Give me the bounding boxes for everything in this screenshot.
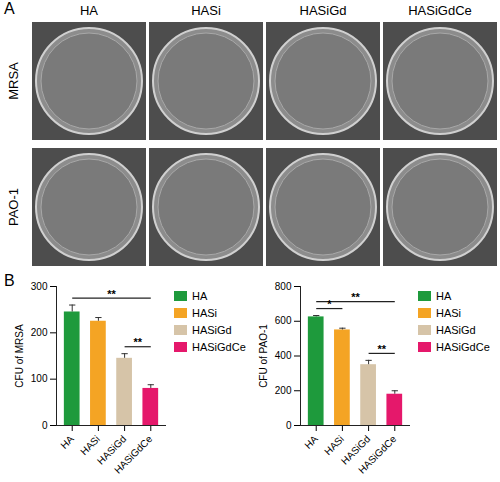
svg-text:800: 800 bbox=[275, 281, 292, 292]
svg-text:HASiGd: HASiGd bbox=[338, 433, 373, 467]
svg-text:**: ** bbox=[107, 288, 116, 300]
svg-text:**: ** bbox=[351, 291, 360, 303]
html-text:HA: HA bbox=[436, 290, 452, 302]
svg-text:**: ** bbox=[133, 336, 142, 348]
svg-text:400: 400 bbox=[275, 350, 292, 361]
svg-text:0: 0 bbox=[286, 420, 292, 431]
svg-text:HA: HA bbox=[80, 3, 98, 18]
svg-text:HASiGdCe: HASiGdCe bbox=[408, 3, 472, 18]
html-text:HASi: HASi bbox=[192, 307, 218, 319]
html-text:B: B bbox=[4, 272, 15, 289]
svg-text:200: 200 bbox=[31, 327, 48, 338]
svg-text:HASi: HASi bbox=[78, 433, 102, 457]
svg-text:HA: HA bbox=[302, 433, 320, 451]
svg-text:A: A bbox=[4, 0, 15, 17]
svg-text:0: 0 bbox=[42, 420, 48, 431]
html-text:HA: HA bbox=[192, 290, 208, 302]
svg-text:MRSA: MRSA bbox=[6, 62, 21, 100]
svg-text:HASiGdCe: HASiGdCe bbox=[356, 433, 399, 476]
html-text:HASiGdCe: HASiGdCe bbox=[436, 341, 490, 353]
html-text:HASiGd: HASiGd bbox=[192, 324, 232, 336]
svg-text:**: ** bbox=[377, 343, 386, 355]
svg-text:*: * bbox=[327, 298, 332, 310]
svg-text:200: 200 bbox=[275, 385, 292, 396]
svg-text:HASiGdCe: HASiGdCe bbox=[112, 433, 155, 476]
svg-text:HA: HA bbox=[58, 433, 76, 451]
svg-text:300: 300 bbox=[31, 281, 48, 292]
svg-text:HASi: HASi bbox=[322, 433, 346, 457]
svg-text:HASiGd: HASiGd bbox=[94, 433, 129, 467]
html-text:HASi: HASi bbox=[436, 307, 462, 319]
svg-text:CFU of PAO-1: CFU of PAO-1 bbox=[258, 324, 269, 388]
html-text:HASiGd: HASiGd bbox=[436, 324, 476, 336]
svg-text:100: 100 bbox=[31, 373, 48, 384]
svg-text:HASi: HASi bbox=[191, 3, 221, 18]
svg-text:600: 600 bbox=[275, 315, 292, 326]
svg-text:PAO-1: PAO-1 bbox=[6, 188, 21, 226]
svg-text:HASiGd: HASiGd bbox=[300, 3, 347, 18]
html-text:HASiGdCe: HASiGdCe bbox=[192, 341, 246, 353]
svg-text:CFU of MRSA: CFU of MRSA bbox=[14, 324, 25, 388]
